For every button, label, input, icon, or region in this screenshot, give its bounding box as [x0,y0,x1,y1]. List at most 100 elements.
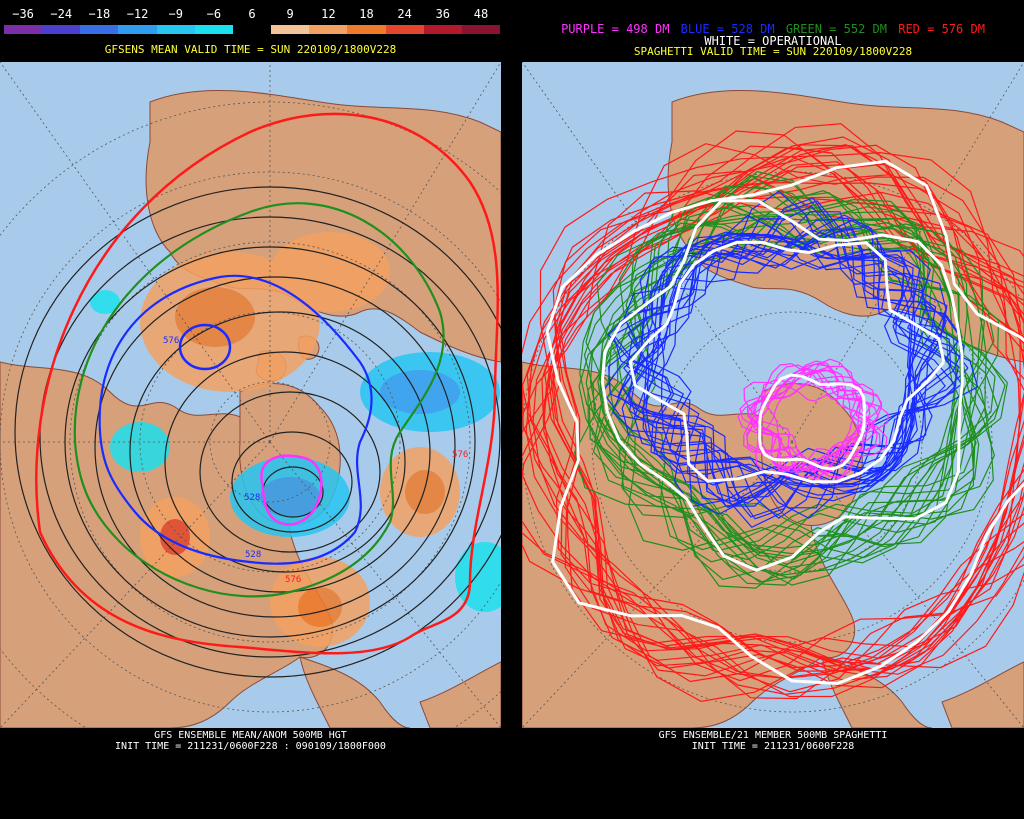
spaghetti-color-legend: PURPLE = 498 DM BLUE = 528 DM GREEN = 55… [522,22,1024,36]
ensemble-member-lines [522,123,1024,703]
blue-528-member-line [622,250,969,486]
colorbar-swatch [194,25,233,34]
blue-528-member-line [641,197,927,520]
legend-white: WHITE = OPERATIONAL [704,34,842,48]
south-america-land [419,661,501,728]
colorbar-label: 9 [286,7,294,21]
colorbar-swatch [347,25,386,34]
colorbar-swatch [385,25,424,34]
purple-498-member-line [739,369,871,468]
positive-anomaly-north [270,232,390,312]
red-576-member-line [522,181,1024,679]
negative-anomaly-canada-core [260,477,320,517]
spaghetti-panel: PURPLE = 498 DM BLUE = 528 DM GREEN = 55… [522,0,1024,819]
mean-footer-line1: GFS ENSEMBLE MEAN/ANOM 500MB HGT [154,730,347,741]
purple-498-member-line [743,363,864,472]
green-552-member-line [573,202,1008,576]
mean-valid-time-title: GFSENS MEAN VALID TIME = SUN 220109/1800… [104,43,397,56]
red-576-member-line [543,145,1024,670]
colorbar-swatch [271,25,310,34]
blue-528-member-line [649,218,927,509]
contour-label: 576 [452,450,468,460]
legend-red: RED = 576 DM [898,22,985,36]
height-contours [14,186,501,678]
blue-528-member-line [612,233,979,489]
legend-blue: BLUE = 528 DM [680,22,775,36]
colorbar-label: 6 [248,7,256,21]
positive-anomaly-atlantic-core [405,470,445,514]
colorbar-swatch [423,25,462,34]
eurasia-land [145,89,501,363]
purple-498-contour [260,454,323,526]
colorbar-swatch [80,25,119,34]
blue-528-closed-contour [178,323,232,371]
ensemble-mean-panel: −36 −24 −18 −12 −9 −6 6 9 12 18 24 36 48… [0,0,501,819]
colorbar-swatch [4,25,43,34]
colorbar-swatch [232,25,272,34]
colorbar-label: 36 [435,7,451,21]
colorbar-label: 18 [359,7,374,21]
operational-line [600,199,964,572]
red-576-member-line [525,145,1024,703]
purple-498-member-line [752,365,889,462]
anomaly-colorbar [4,25,501,34]
colorbar-swatch [309,25,348,34]
operational-line [758,373,866,471]
purple-498-member-line [746,364,875,473]
green-552-member-line [578,196,975,586]
negative-anomaly-small [90,290,120,314]
contour-label: 528 [244,493,260,503]
operational-line [628,240,946,484]
colorbar-swatch [42,25,81,34]
mean-footer-line2: INIT TIME = 211231/0600F228 : 090109/180… [115,741,386,752]
red-576-member-line [522,190,1024,693]
red-576-member-line [522,196,1024,679]
contour-label: 528 [245,550,261,560]
blue-528-member-line [622,219,962,506]
spaghetti-map [522,62,1024,728]
green-552-member-line [597,200,980,580]
blue-528-member-line [601,214,962,515]
colorbar-label: 24 [397,7,412,21]
south-america-land [941,661,1024,728]
red-576-member-line [522,151,1024,696]
mean-map-graphic: 576 528 576 528 576 [0,62,501,728]
red-576-member-line [559,144,1024,698]
green-552-contour [73,202,445,598]
operational-line [545,159,1024,686]
red-576-member-line [552,164,1024,666]
colorbar-label: −9 [168,7,183,21]
colorbar-label: 12 [321,7,336,21]
contour-labels: 576 528 576 528 576 [163,336,468,585]
colorbar-label: −6 [206,7,222,21]
blue-528-member-line [626,236,959,496]
legend-green: GREEN = 552 DM [785,22,887,36]
colorbar-swatch [156,25,195,34]
colorbar-label: −24 [50,7,73,21]
blue-528-member-line [617,240,966,502]
anomaly-colorbar-labels: −36 −24 −18 −12 −9 −6 6 9 12 18 24 36 48 [4,6,500,22]
colorbar-swatch [461,25,501,34]
purple-498-member-line [757,368,883,483]
red-576-member-line [526,144,1024,675]
red-576-contour [35,112,499,655]
red-576-member-line [555,163,1024,669]
green-552-member-line [585,190,994,583]
spaghetti-footer-line1: GFS ENSEMBLE/21 MEMBER 500MB SPAGHETTI [658,730,888,741]
spaghetti-valid-time-title: SPAGHETTI VALID TIME = SUN 220109/1800V2… [633,45,913,58]
eurasia-land [667,89,1024,363]
colorbar-label: −18 [88,7,111,21]
spaghetti-map-graphic [522,62,1024,728]
spaghetti-footer-line2: INIT TIME = 211231/0600F228 [691,741,855,752]
legend-purple: PURPLE = 498 DM [561,22,670,36]
blue-528-member-line [608,225,952,508]
blue-528-member-line [628,211,937,507]
colorbar-label: −12 [126,7,149,21]
colorbar-label: 48 [473,7,489,21]
colorbar-label: −36 [12,7,34,21]
green-552-member-line [592,222,977,565]
green-552-member-line [596,198,996,568]
blue-528-member-line [621,200,947,518]
negative-anomaly-europe-core [380,370,460,414]
panel-divider [501,0,522,819]
